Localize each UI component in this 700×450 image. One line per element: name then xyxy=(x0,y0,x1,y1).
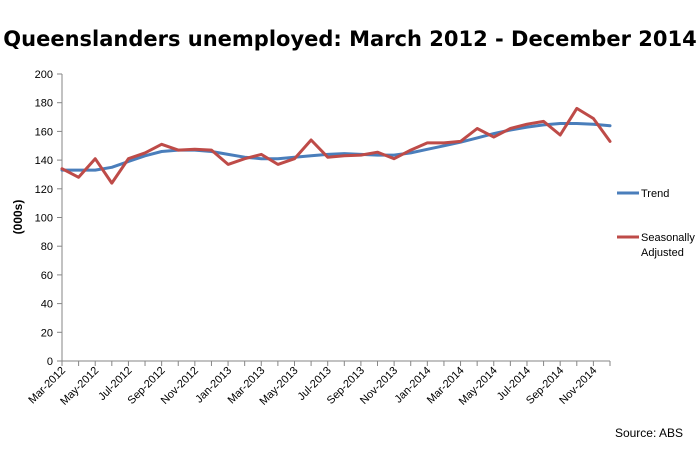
source-note: Source: ABS xyxy=(615,426,683,440)
legend: Trend Seasonally Adjusted xyxy=(617,188,695,259)
y-tick-label: 100 xyxy=(35,213,53,225)
y-tick-label: 0 xyxy=(47,356,53,368)
y-axis-label: (000s) xyxy=(11,200,25,235)
y-tick-label: 180 xyxy=(35,98,53,110)
series-lines xyxy=(60,106,612,185)
y-axis-label-group: (000s) xyxy=(11,200,25,235)
y-tick-label: 80 xyxy=(41,241,53,253)
y-tick-label: 60 xyxy=(41,270,53,282)
y-ticks: 0 20 40 60 80 100 120 140 160 180 200 xyxy=(35,69,62,368)
series-line-seasonally-adjusted xyxy=(60,106,612,185)
y-tick-label: 160 xyxy=(35,126,53,138)
x-ticks: Mar-2012May-2012Jul-2012Sep-2012Nov-2012… xyxy=(26,361,611,408)
series-line-trend xyxy=(60,122,612,172)
y-tick-label: 40 xyxy=(41,299,53,311)
y-tick-label: 200 xyxy=(35,69,53,81)
axes xyxy=(61,74,610,362)
legend-label-trend: Trend xyxy=(641,188,669,200)
legend-label-seasonally-adjusted: Seasonally Adjusted xyxy=(641,232,695,259)
y-tick-label: 120 xyxy=(35,184,53,196)
y-tick-label: 20 xyxy=(41,327,53,339)
chart-title: Queenslanders unemployed: March 2012 - D… xyxy=(3,27,696,51)
y-tick-label: 140 xyxy=(35,155,53,167)
